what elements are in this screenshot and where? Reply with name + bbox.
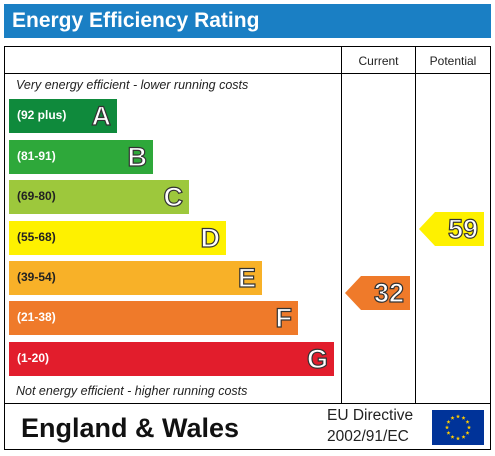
eu-star	[444, 425, 450, 430]
band-d-range: (55-68)	[17, 230, 56, 244]
eu-star	[450, 415, 455, 420]
potential-rating-value: 59	[447, 213, 478, 244]
band-b-letter: B	[127, 141, 148, 172]
rating-frame: Current Potential Very energy efficient …	[4, 46, 491, 450]
current-arrow-shape	[345, 276, 410, 310]
eu-star	[465, 419, 470, 424]
page-title: Energy Efficiency Rating	[12, 9, 260, 32]
band-b: (81-91) B	[9, 140, 153, 174]
band-e-letter: E	[237, 262, 256, 293]
band-g: (1-20) G	[9, 342, 334, 376]
footer-region: England & Wales	[21, 413, 240, 443]
band-c-letter: C	[163, 181, 184, 212]
band-g-letter: G	[306, 343, 328, 374]
eu-star	[461, 434, 466, 439]
current-rating-value: 32	[373, 277, 404, 308]
potential-arrow-shape	[419, 212, 484, 246]
current-rating-arrow: 32	[345, 276, 410, 310]
band-f-letter: F	[275, 302, 293, 333]
eu-star	[466, 425, 472, 430]
band-c: (69-80) C	[9, 180, 189, 214]
band-a-letter: A	[91, 100, 112, 131]
eu-star	[461, 415, 466, 420]
band-d-letter: D	[200, 222, 221, 253]
eu-directive-line1: EU Directive	[327, 407, 414, 424]
eu-flag-icon	[432, 410, 484, 445]
band-b-range: (81-91)	[17, 149, 56, 163]
footer-divider	[5, 403, 490, 404]
eu-star	[465, 430, 470, 435]
band-d: (55-68) D	[9, 221, 226, 255]
eu-star	[446, 430, 451, 435]
band-e: (39-54) E	[9, 261, 262, 295]
eu-star	[455, 414, 461, 419]
band-f: (21-38) F	[9, 301, 298, 335]
column-divider-potential	[415, 47, 416, 403]
note-bottom: Not energy efficient - higher running co…	[16, 384, 248, 398]
header-bar: Energy Efficiency Rating	[4, 4, 491, 38]
potential-rating-arrow: 59	[419, 212, 484, 246]
band-g-range: (1-20)	[17, 351, 50, 365]
column-header-current: Current	[358, 54, 399, 68]
band-c-range: (69-80)	[17, 189, 56, 203]
eu-directive-line2: 2002/91/EC	[327, 428, 409, 445]
eu-star	[450, 434, 455, 439]
band-a: (92 plus) A	[9, 99, 117, 133]
band-f-range: (21-38)	[17, 310, 56, 324]
eu-star	[455, 436, 461, 441]
eu-star	[446, 419, 451, 424]
column-header-divider	[5, 73, 490, 74]
note-top: Very energy efficient - lower running co…	[16, 78, 249, 92]
band-a-range: (92 plus)	[17, 108, 67, 122]
column-header-potential: Potential	[429, 54, 477, 68]
column-divider-current	[341, 47, 342, 403]
band-e-range: (39-54)	[17, 270, 56, 284]
eu-directive: EU Directive 2002/91/EC	[327, 405, 413, 447]
